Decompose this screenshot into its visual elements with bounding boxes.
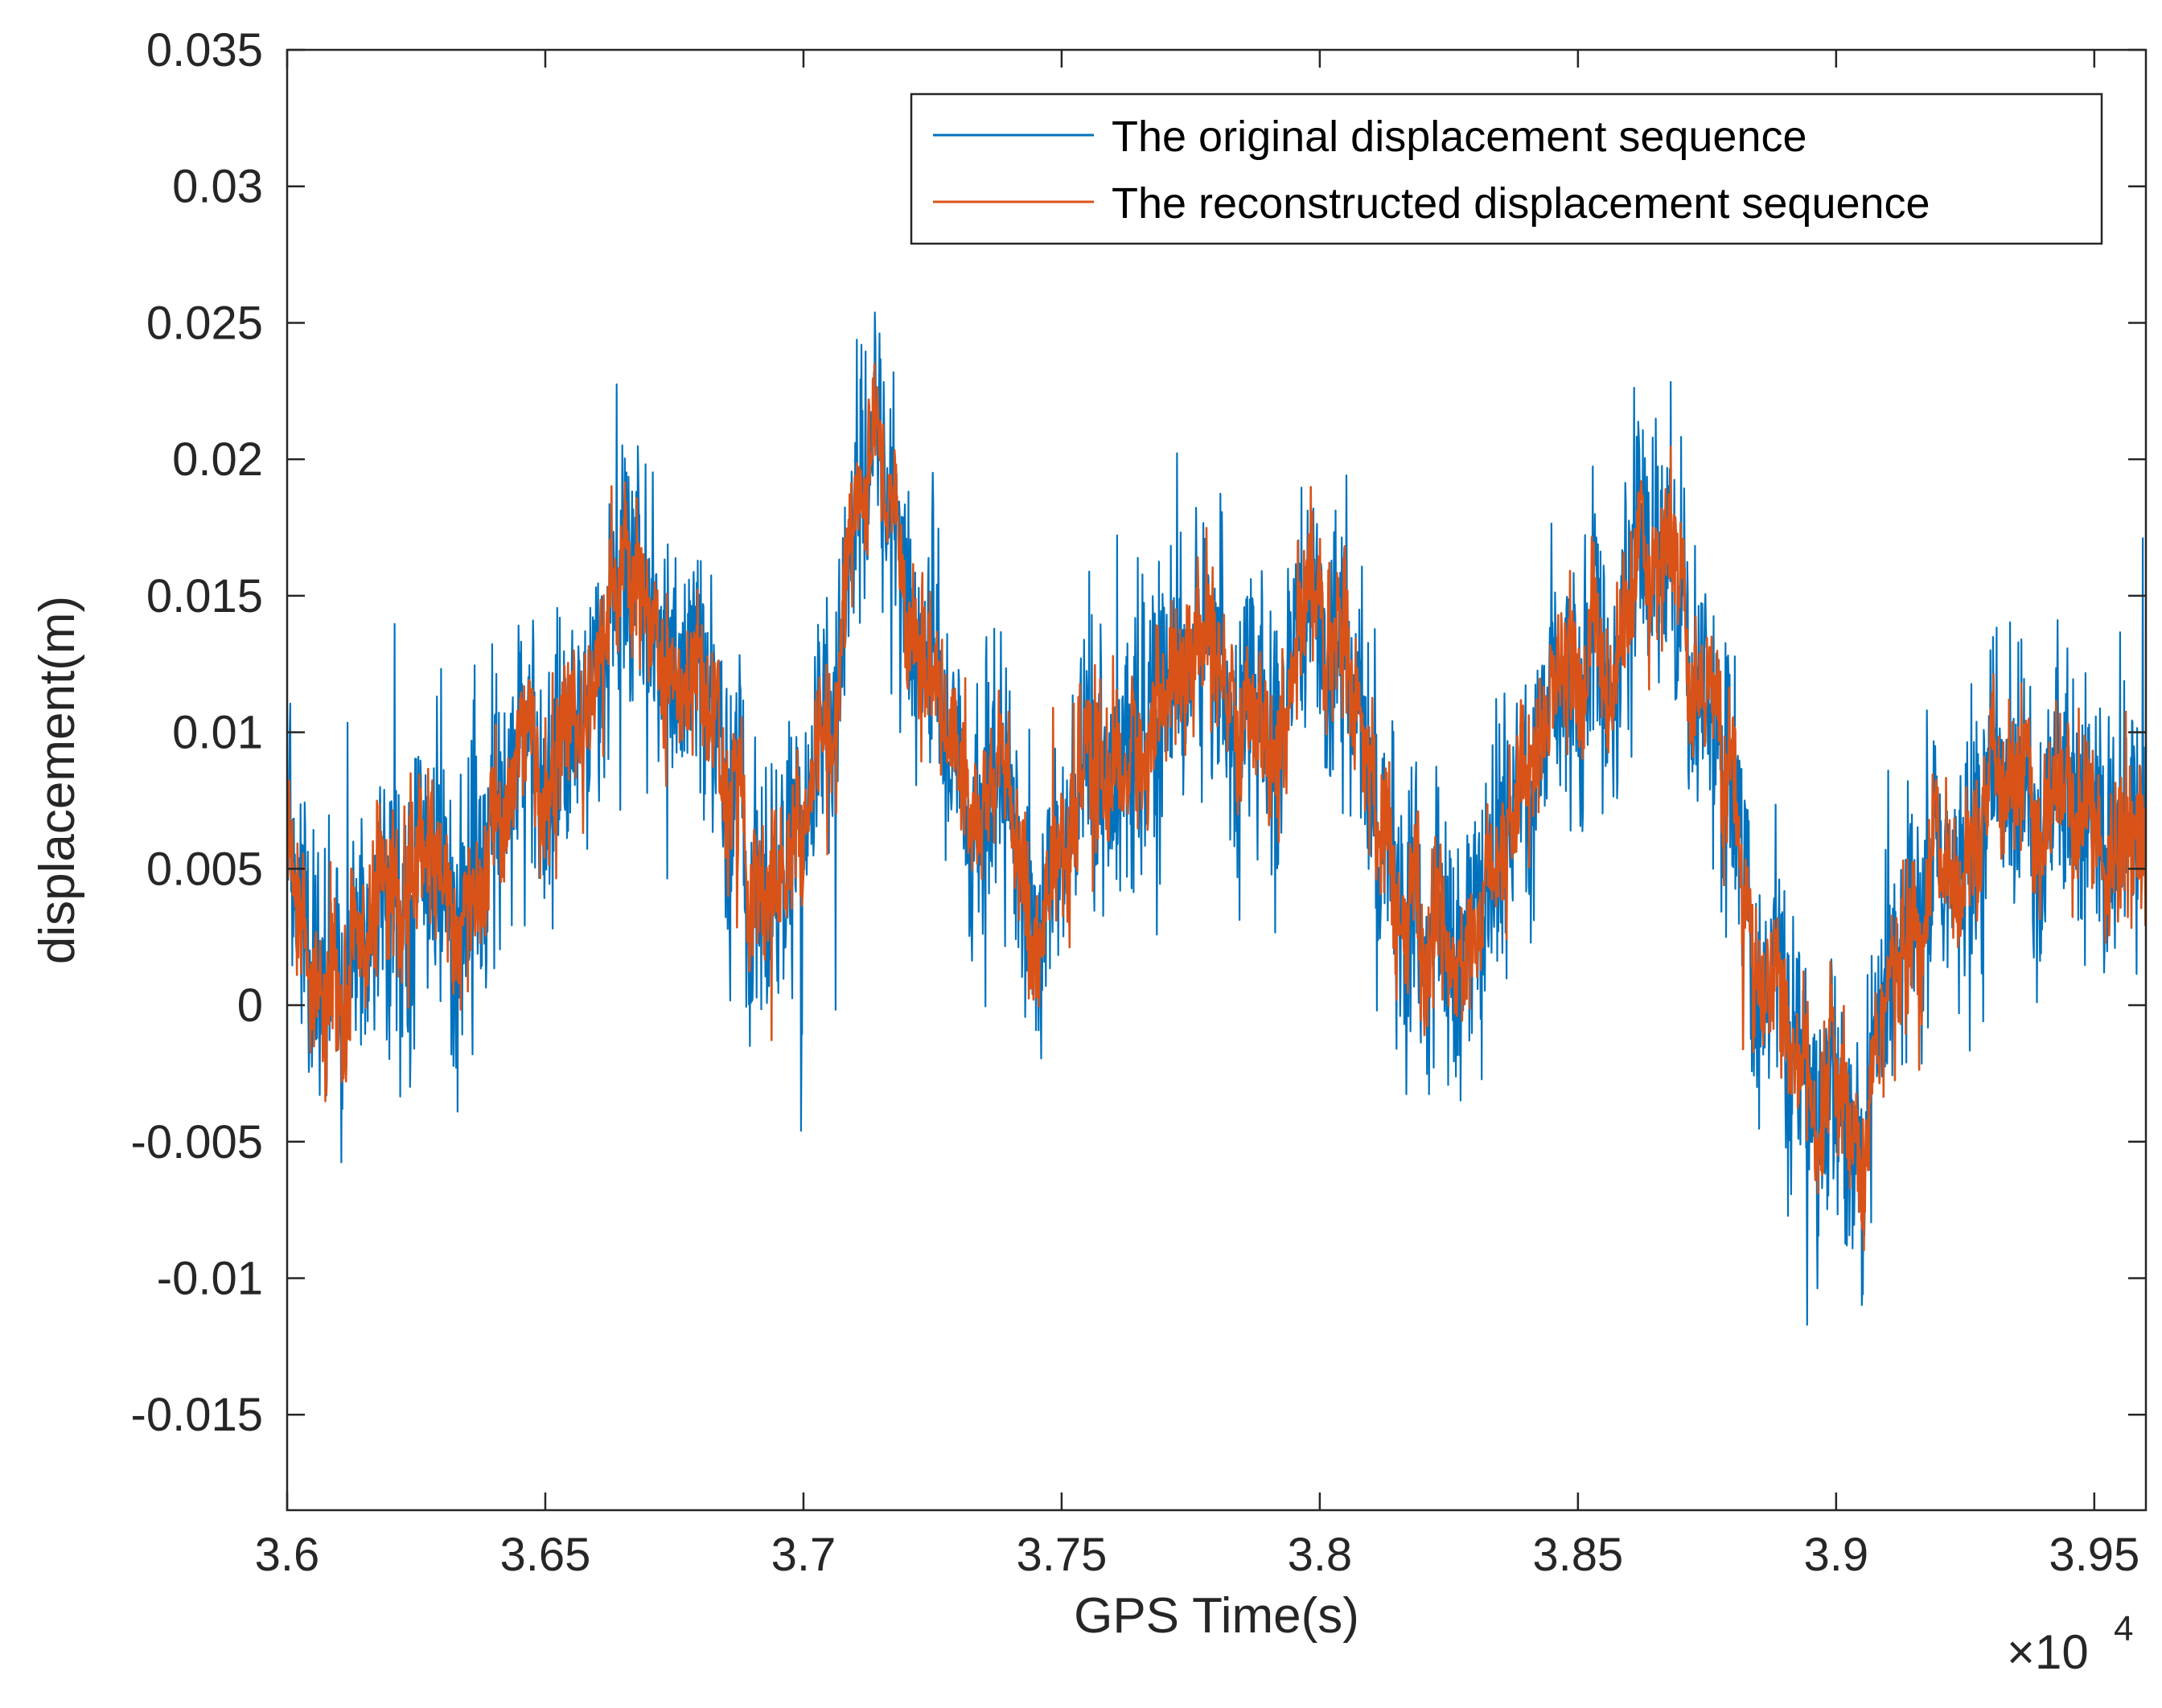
- y-tick-label: 0.01: [172, 707, 263, 759]
- x-tick-label: 3.7: [771, 1529, 836, 1581]
- x-tick-label: 3.95: [2049, 1529, 2139, 1581]
- x-tick-label: 3.8: [1288, 1529, 1353, 1581]
- legend-label-reconstructed: The reconstructed displacement sequence: [1112, 179, 1930, 228]
- series-layer: [287, 311, 2146, 1326]
- ticks-layer: 3.6 3.65 3.7 3.75 3.8 3.85 3.9 3.95 -0.015 -0.01 -…: [131, 24, 2146, 1581]
- x-tick-label: 3.9: [1804, 1529, 1869, 1581]
- axes-layer: [286, 48, 2148, 1512]
- x-axis-label: GPS Time(s): [1074, 1588, 1359, 1644]
- x-tick-label: 3.6: [255, 1529, 320, 1581]
- y-tick-label: -0.005: [131, 1116, 263, 1168]
- series-line-1: [287, 363, 2146, 1252]
- x-tick-label: 3.85: [1532, 1529, 1623, 1581]
- x-exponent-power: 4: [2114, 1609, 2133, 1648]
- x-tick-label: 3.65: [500, 1529, 591, 1581]
- legend-box: [910, 92, 2103, 245]
- x-exponent-label: ×10 4: [2007, 1609, 2133, 1679]
- y-tick-label: 0: [237, 979, 263, 1032]
- y-tick-label: 0.025: [146, 297, 263, 349]
- legend-label-original: The original displacement sequence: [1112, 113, 1807, 161]
- y-tick-label: -0.015: [131, 1389, 263, 1441]
- y-tick-label: 0.005: [146, 843, 263, 895]
- y-tick-label: 0.035: [146, 24, 263, 76]
- x-tick-label: 3.75: [1016, 1529, 1107, 1581]
- y-tick-label: -0.01: [157, 1252, 263, 1304]
- y-axis-label: displacement(m): [30, 596, 85, 964]
- plot-frame: [286, 48, 2148, 1512]
- x-exponent-base: ×10: [2007, 1625, 2089, 1679]
- y-tick-label: 0.03: [172, 161, 263, 213]
- y-tick-label: 0.015: [146, 570, 263, 622]
- y-tick-label: 0.02: [172, 433, 263, 486]
- legend: The original displacement sequence The r…: [910, 92, 2103, 245]
